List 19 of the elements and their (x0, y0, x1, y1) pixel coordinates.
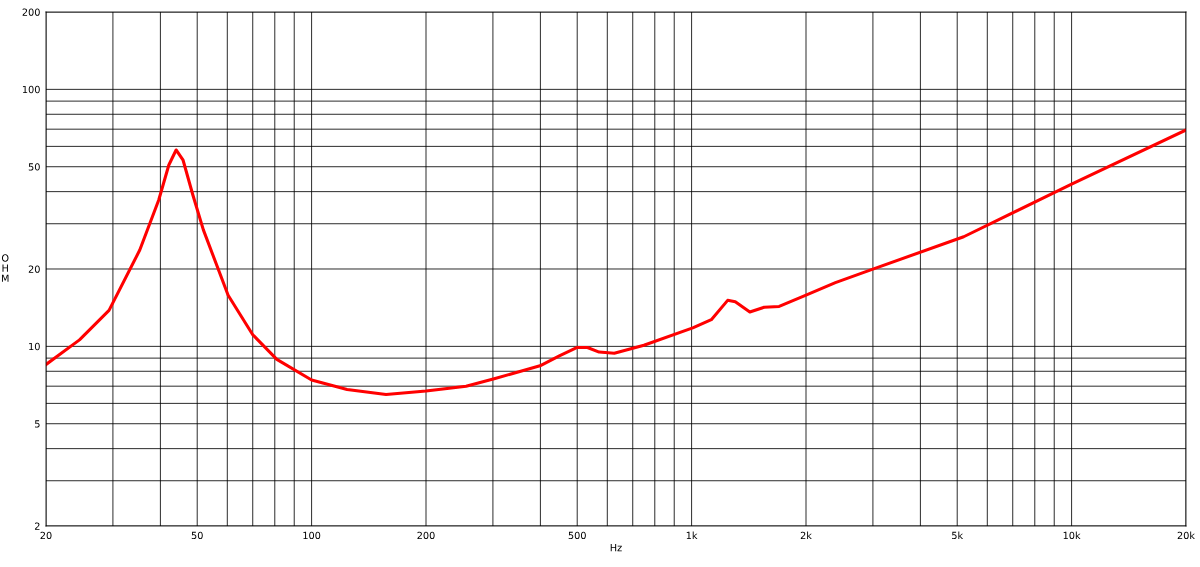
x-tick-label: 100 (303, 531, 321, 540)
x-tick-label: 1k (686, 531, 698, 539)
x-tick-label: 50 (191, 531, 203, 540)
y-tick-label: 50 (28, 163, 40, 171)
x-tick-label: 20k (1177, 531, 1195, 540)
y-tick-label: 100 (22, 85, 40, 94)
x-tick-label: 20 (40, 531, 52, 540)
x-tick-label: 10k (1063, 531, 1081, 540)
y-tick-label: 2 (34, 522, 40, 530)
y-axis-title: OHM (1, 254, 9, 282)
y-tick-label: 5 (35, 420, 40, 428)
x-tick-label: 5k (952, 531, 964, 540)
y-tick-label: 10 (29, 342, 40, 351)
x-axis-title: Hz (610, 544, 622, 552)
x-tick-label: 500 (568, 531, 586, 540)
y-tick-label: 200 (22, 8, 40, 16)
x-tick-label: 2k (800, 531, 812, 539)
y-tick-label: 20 (28, 265, 40, 273)
x-tick-label: 200 (417, 531, 435, 540)
